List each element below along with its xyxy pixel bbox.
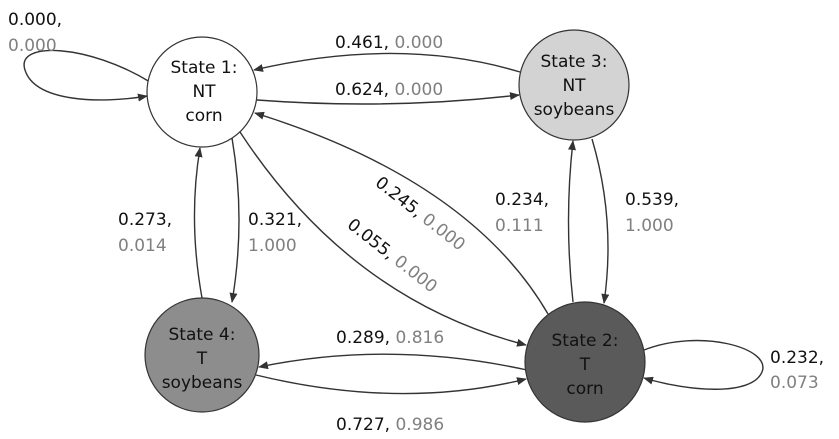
edge-label: 0.000, [8, 10, 62, 30]
edge-label: 1.000 [625, 216, 674, 236]
edge-label-b: 0.986 [395, 415, 444, 435]
edge-label-b: 0.816 [395, 328, 444, 348]
edge [258, 353, 528, 371]
node-label: State 4: [169, 325, 236, 345]
node [146, 36, 258, 148]
node-label: State 3: [541, 52, 608, 72]
node-label: soybeans [534, 100, 615, 120]
edge [193, 147, 203, 299]
node [524, 301, 646, 423]
node-label: State 2: [552, 331, 619, 351]
edge [229, 137, 240, 303]
node-label: NT [192, 82, 216, 102]
edge-label: 1.000 [248, 236, 297, 256]
node-label: State 1: [171, 58, 238, 78]
edge-label: 0.727, 0.986 [336, 415, 444, 435]
edge-label-b: 0.000 [394, 80, 443, 100]
edge-label: 0.073 [770, 373, 819, 393]
node-label: soybeans [162, 373, 243, 393]
edge-label: 0.461, 0.000 [335, 33, 443, 53]
edge-label-a: 0.461, [335, 33, 389, 53]
edge-label: 0.624, 0.000 [335, 80, 443, 100]
node [144, 297, 260, 413]
edge-label-a: 0.055, [343, 215, 398, 264]
edge-label: 0.289, 0.816 [336, 328, 444, 348]
edge [23, 49, 151, 102]
edge [256, 92, 520, 105]
edge [239, 131, 527, 347]
edge-label: 0.321, [248, 210, 302, 230]
edge-label-a: 0.727, [336, 415, 390, 435]
edge [643, 339, 764, 390]
edge-label-b: 0.000 [394, 33, 443, 53]
edge-label: 0.273, [118, 210, 172, 230]
edge-label: 0.234, [495, 190, 549, 210]
node-label: corn [185, 106, 222, 126]
edge-label: 0.232, [770, 348, 824, 368]
node-label: corn [566, 379, 603, 399]
node-label: T [579, 355, 591, 375]
node-label: T [196, 349, 208, 369]
node-label: NT [562, 76, 586, 96]
edge [255, 374, 527, 395]
edge-label: 0.539, [625, 190, 679, 210]
edge-label: 0.014 [118, 236, 167, 256]
edge [253, 52, 521, 73]
edge-label: 0.000 [8, 36, 57, 56]
edge-label-a: 0.624, [335, 80, 389, 100]
node [518, 29, 630, 141]
edge [591, 138, 610, 304]
edge-label: 0.111 [495, 216, 544, 236]
edge [254, 111, 549, 315]
edge [567, 140, 576, 303]
edge-label-a: 0.245, [371, 173, 426, 222]
edge-label-a: 0.289, [336, 328, 390, 348]
